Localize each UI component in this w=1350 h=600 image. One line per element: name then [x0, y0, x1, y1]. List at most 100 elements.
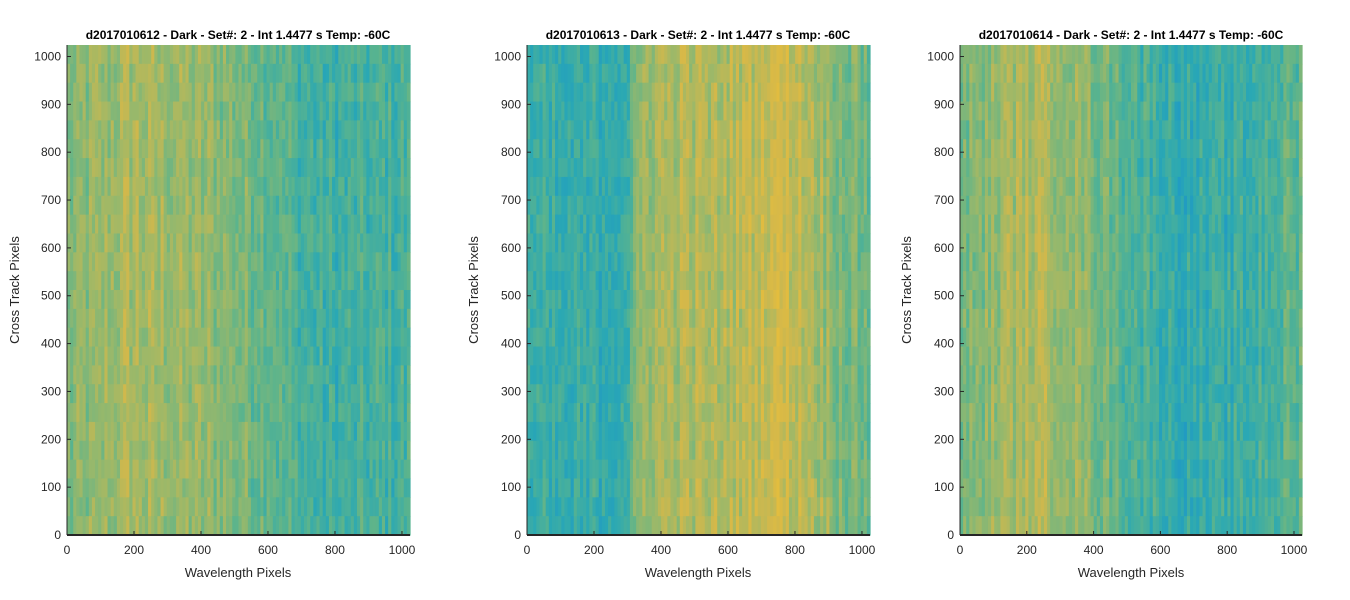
- heatmap-cell: [310, 158, 314, 178]
- heatmap-cell: [689, 365, 693, 385]
- heatmap-cell: [406, 327, 411, 348]
- heatmap-cell: [639, 403, 643, 423]
- heatmap-cell: [269, 497, 274, 517]
- heatmap-cell: [570, 82, 575, 103]
- heatmap-cell: [629, 516, 634, 536]
- heatmap-cell: [629, 327, 634, 348]
- heatmap-cell: [375, 252, 380, 272]
- heatmap-cell: [636, 271, 640, 291]
- heatmap-cell: [322, 214, 327, 235]
- heatmap-cell: [366, 459, 371, 480]
- heatmap-cell: [633, 384, 637, 404]
- heatmap-cell: [285, 252, 289, 272]
- heatmap-cell: [580, 195, 584, 216]
- heatmap-cell: [695, 327, 700, 348]
- heatmap-cell: [595, 120, 600, 140]
- heatmap-cell: [116, 403, 121, 423]
- heatmap-cell: [533, 214, 537, 235]
- heatmap-cell: [163, 497, 168, 517]
- heatmap-cell: [639, 308, 643, 329]
- heatmap-cell: [530, 346, 534, 366]
- heatmap-cell: [151, 290, 155, 310]
- heatmap-cell: [620, 195, 625, 216]
- heatmap-cell: [670, 120, 675, 140]
- heatmap-cell: [533, 308, 537, 329]
- heatmap-cell: [592, 421, 597, 442]
- heatmap-cell: [107, 516, 112, 536]
- heatmap-cell: [169, 440, 174, 461]
- heatmap-cell: [673, 327, 678, 348]
- heatmap-cell: [707, 440, 712, 461]
- heatmap-cell: [397, 82, 402, 103]
- heatmap-cell: [661, 252, 665, 272]
- heatmap-cell: [636, 384, 640, 404]
- heatmap-cell: [85, 63, 90, 84]
- heatmap-cell: [710, 252, 715, 272]
- heatmap-cell: [235, 120, 240, 140]
- heatmap-cell: [350, 346, 355, 366]
- heatmap-cell: [232, 158, 236, 178]
- heatmap-cell: [629, 176, 634, 197]
- heatmap-cell: [648, 346, 653, 366]
- heatmap-cell: [307, 195, 311, 216]
- heatmap-cell: [701, 478, 706, 498]
- heatmap-cell: [676, 63, 681, 84]
- heatmap-cell: [394, 346, 399, 366]
- heatmap-cell: [611, 290, 615, 310]
- heatmap-cell: [673, 440, 678, 461]
- heatmap-cell: [163, 478, 168, 498]
- heatmap-cell: [682, 271, 687, 291]
- heatmap-cell: [229, 497, 233, 517]
- heatmap-cell: [661, 176, 665, 197]
- heatmap-cell: [254, 478, 258, 498]
- heatmap-cell: [742, 158, 746, 178]
- heatmap-cell: [564, 63, 569, 84]
- heatmap-cell: [770, 176, 774, 197]
- heatmap-cell: [770, 459, 774, 480]
- heatmap-cell: [254, 158, 258, 178]
- heatmap-cell: [611, 421, 615, 442]
- heatmap-cell: [241, 346, 246, 366]
- heatmap-cell: [335, 365, 339, 385]
- heatmap-cell: [636, 290, 640, 310]
- heatmap-cell: [611, 214, 615, 235]
- heatmap-cell: [232, 421, 236, 442]
- heatmap-cell: [129, 478, 134, 498]
- heatmap-cell: [138, 384, 143, 404]
- heatmap-cell: [751, 497, 756, 517]
- heatmap-cell: [235, 45, 240, 65]
- heatmap-cell: [213, 176, 218, 197]
- heatmap-cell: [288, 290, 293, 310]
- heatmap-cell: [123, 45, 127, 65]
- heatmap-cell: [297, 158, 302, 178]
- heatmap-cell: [266, 195, 271, 216]
- heatmap-cell: [406, 139, 411, 159]
- heatmap-cell: [213, 516, 218, 536]
- heatmap-cell: [169, 120, 174, 140]
- heatmap-cell: [576, 158, 581, 178]
- heatmap-cell: [388, 459, 392, 480]
- heatmap-cell: [232, 176, 236, 197]
- heatmap-cell: [173, 327, 177, 348]
- heatmap-cell: [70, 497, 74, 517]
- heatmap-cell: [620, 290, 625, 310]
- heatmap-cell: [751, 308, 756, 329]
- heatmap-cell: [88, 516, 93, 536]
- heatmap-cell: [307, 252, 311, 272]
- heatmap-cell: [664, 82, 668, 103]
- heatmap-cell: [558, 139, 562, 159]
- heatmap-cell: [757, 384, 762, 404]
- heatmap-cell: [132, 120, 137, 140]
- heatmap-cell: [576, 101, 581, 121]
- heatmap-cell: [754, 497, 759, 517]
- heatmap-cell: [636, 365, 640, 385]
- heatmap-cell: [244, 82, 249, 103]
- heatmap-cell: [636, 63, 640, 84]
- heatmap-cell: [595, 290, 600, 310]
- heatmap-cell: [204, 45, 208, 65]
- heatmap-cell: [341, 252, 346, 272]
- heatmap-cell: [745, 327, 749, 348]
- heatmap-cell: [70, 290, 74, 310]
- heatmap-cell: [197, 459, 202, 480]
- heatmap-cell: [88, 459, 93, 480]
